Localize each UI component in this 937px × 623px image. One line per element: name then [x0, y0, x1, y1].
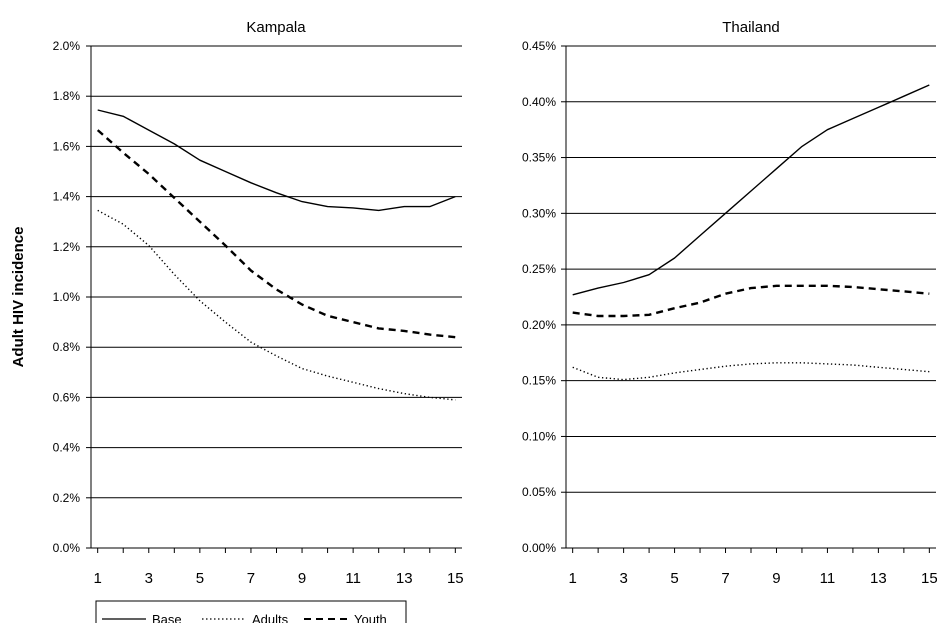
y-tick-label: 0.00%	[522, 541, 556, 555]
y-tick-label: 1.4%	[53, 190, 81, 204]
chart-kampala: Kampala 0.0% 0.2% 0.4% 0.6% 0.8% 1.0% 1.2% 1.4%…	[53, 19, 464, 587]
y-tick-label: 1.0%	[53, 290, 81, 304]
x-tick-label: 1	[94, 570, 102, 587]
series-line-base-thailand	[572, 84, 930, 296]
x-tick-label: 3	[619, 570, 627, 587]
x-tick-label: 11	[345, 570, 361, 587]
y-tick-label: 0.4%	[53, 441, 81, 455]
y-tick-label: 0.05%	[522, 485, 556, 499]
x-tick-label: 1	[568, 570, 576, 587]
legend: Base Adults Youth	[95, 600, 407, 623]
x-tick-label: 11	[820, 570, 836, 587]
x-tick-label: 15	[447, 570, 464, 587]
series-line-adults-kampala	[97, 209, 456, 401]
chart-title-thailand: Thailand	[722, 19, 780, 36]
y-tick-label: 1.8%	[53, 89, 81, 103]
x-tick-label: 7	[721, 570, 729, 587]
y-tick-label: 0.8%	[53, 340, 81, 354]
legend-label-base: Base	[152, 612, 182, 623]
y-tick-label: 0.15%	[522, 374, 556, 388]
legend-label-adults: Adults	[252, 612, 289, 623]
y-tick-label: 0.35%	[522, 151, 556, 165]
series-line-youth-thailand	[572, 284, 930, 318]
y-tick-label: 0.6%	[53, 390, 81, 404]
x-tick-label: 3	[145, 570, 153, 587]
y-tick-label: 1.2%	[53, 240, 81, 254]
y-tick-label: 0.20%	[522, 318, 556, 332]
y-tick-label: 0.30%	[522, 206, 556, 220]
x-tick-label: 13	[396, 570, 413, 587]
y-tick-label: 0.2%	[53, 491, 81, 505]
x-tick-label: 5	[196, 570, 204, 587]
y-tick-label: 0.40%	[522, 95, 556, 109]
y-tick-label: 0.25%	[522, 262, 556, 276]
x-tick-label: 5	[670, 570, 678, 587]
series-line-adults-thailand	[572, 362, 930, 381]
y-axis-label: Adult HIV incidence	[10, 227, 27, 368]
y-tick-label: 0.0%	[53, 541, 81, 555]
legend-label-youth: Youth	[354, 612, 387, 623]
x-tick-label: 9	[772, 570, 780, 587]
series-line-base-kampala	[97, 109, 456, 212]
x-tick-label: 7	[247, 570, 255, 587]
x-tick-label: 15	[921, 570, 937, 587]
chart-title-kampala: Kampala	[246, 19, 306, 36]
y-tick-label: 0.10%	[522, 429, 556, 443]
y-tick-label: 2.0%	[53, 39, 81, 53]
legend-box	[95, 600, 407, 623]
y-tick-label: 0.45%	[522, 39, 556, 53]
y-tick-label: 1.6%	[53, 139, 81, 153]
x-tick-label: 9	[298, 570, 306, 587]
series-line-youth-kampala	[96, 129, 456, 339]
x-tick-label: 13	[870, 570, 887, 587]
chart-thailand: Thailand 0.00% 0.05% 0.10% 0.15% 0.20% 0.25% 0…	[522, 19, 937, 587]
